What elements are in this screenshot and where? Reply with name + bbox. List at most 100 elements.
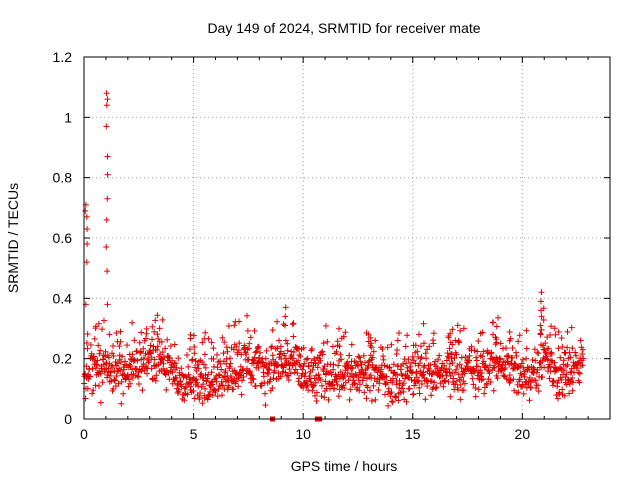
data-point xyxy=(535,388,542,395)
data-point xyxy=(355,353,362,360)
data-point xyxy=(97,347,104,354)
data-point xyxy=(277,343,284,350)
data-point xyxy=(420,320,427,327)
data-point xyxy=(497,340,504,347)
data-point xyxy=(263,361,270,368)
data-point xyxy=(469,375,476,382)
data-point xyxy=(181,385,188,392)
data-point xyxy=(281,322,288,329)
data-point xyxy=(395,397,402,404)
data-point xyxy=(178,365,185,372)
data-point xyxy=(388,341,395,348)
x-axis-label: GPS time / hours xyxy=(291,458,398,474)
data-point xyxy=(415,377,422,384)
data-point xyxy=(135,380,142,387)
data-point xyxy=(303,383,310,390)
data-point xyxy=(472,393,479,400)
data-point xyxy=(346,396,353,403)
data-point xyxy=(254,344,261,351)
data-point xyxy=(457,327,464,334)
data-point xyxy=(372,396,379,403)
data-point xyxy=(475,338,482,345)
data-point xyxy=(310,383,317,390)
data-point xyxy=(295,357,302,364)
data-point xyxy=(276,337,283,344)
data-point xyxy=(227,355,234,362)
data-point xyxy=(226,363,233,370)
data-point xyxy=(573,352,580,359)
data-point xyxy=(308,345,315,352)
data-point xyxy=(357,358,364,365)
data-point xyxy=(248,379,255,386)
y-tick-label: 1.2 xyxy=(53,49,73,65)
data-point xyxy=(152,377,159,384)
data-point xyxy=(554,395,561,402)
data-point xyxy=(545,345,552,352)
data-point xyxy=(364,384,371,391)
data-point xyxy=(358,361,365,368)
data-point xyxy=(480,348,487,355)
data-point xyxy=(471,347,478,354)
data-point xyxy=(523,327,530,334)
data-point xyxy=(471,367,478,374)
data-point xyxy=(231,322,238,329)
data-point xyxy=(483,380,490,387)
data-point xyxy=(329,343,336,350)
x-tick-label: 15 xyxy=(405,426,421,442)
data-point xyxy=(129,375,136,382)
data-point xyxy=(579,362,586,369)
data-point xyxy=(304,355,311,362)
data-point xyxy=(541,346,548,353)
data-point xyxy=(348,365,355,372)
data-point xyxy=(159,349,166,356)
data-point xyxy=(92,325,99,332)
data-point xyxy=(184,391,191,398)
data-point xyxy=(575,369,582,376)
data-point xyxy=(237,372,244,379)
data-point xyxy=(277,348,284,355)
data-point xyxy=(282,304,289,311)
data-point xyxy=(569,387,576,394)
data-point xyxy=(160,360,167,367)
data-point xyxy=(134,357,141,364)
data-point xyxy=(457,396,464,403)
data-point xyxy=(523,345,530,352)
data-point xyxy=(538,313,545,320)
data-point xyxy=(194,379,201,386)
data-point xyxy=(164,336,171,343)
data-point xyxy=(154,331,161,338)
data-point xyxy=(342,329,349,336)
data-point xyxy=(178,383,185,390)
data-point xyxy=(540,317,547,324)
data-point xyxy=(235,383,242,390)
data-point xyxy=(355,377,362,384)
data-point xyxy=(412,349,419,356)
data-point xyxy=(308,359,315,366)
data-point xyxy=(212,389,219,396)
data-point xyxy=(335,393,342,400)
y-tick-label: 0 xyxy=(64,411,72,427)
data-point xyxy=(136,339,143,346)
data-point xyxy=(497,356,504,363)
data-point xyxy=(218,366,225,373)
data-point xyxy=(394,372,401,379)
data-point xyxy=(185,371,192,378)
data-point xyxy=(509,354,516,361)
grid xyxy=(84,57,610,419)
data-point xyxy=(244,327,251,334)
data-point xyxy=(89,365,96,372)
data-point xyxy=(558,334,565,341)
data-point xyxy=(202,329,209,336)
data-point xyxy=(563,371,570,378)
data-point xyxy=(210,345,217,352)
data-point xyxy=(110,353,117,360)
data-point xyxy=(532,357,539,364)
data-point xyxy=(230,385,237,392)
data-point xyxy=(378,366,385,373)
data-point xyxy=(199,400,206,407)
data-point xyxy=(171,341,178,348)
data-point xyxy=(566,390,573,397)
data-point xyxy=(385,385,392,392)
data-point xyxy=(319,351,326,358)
data-point xyxy=(126,361,133,368)
